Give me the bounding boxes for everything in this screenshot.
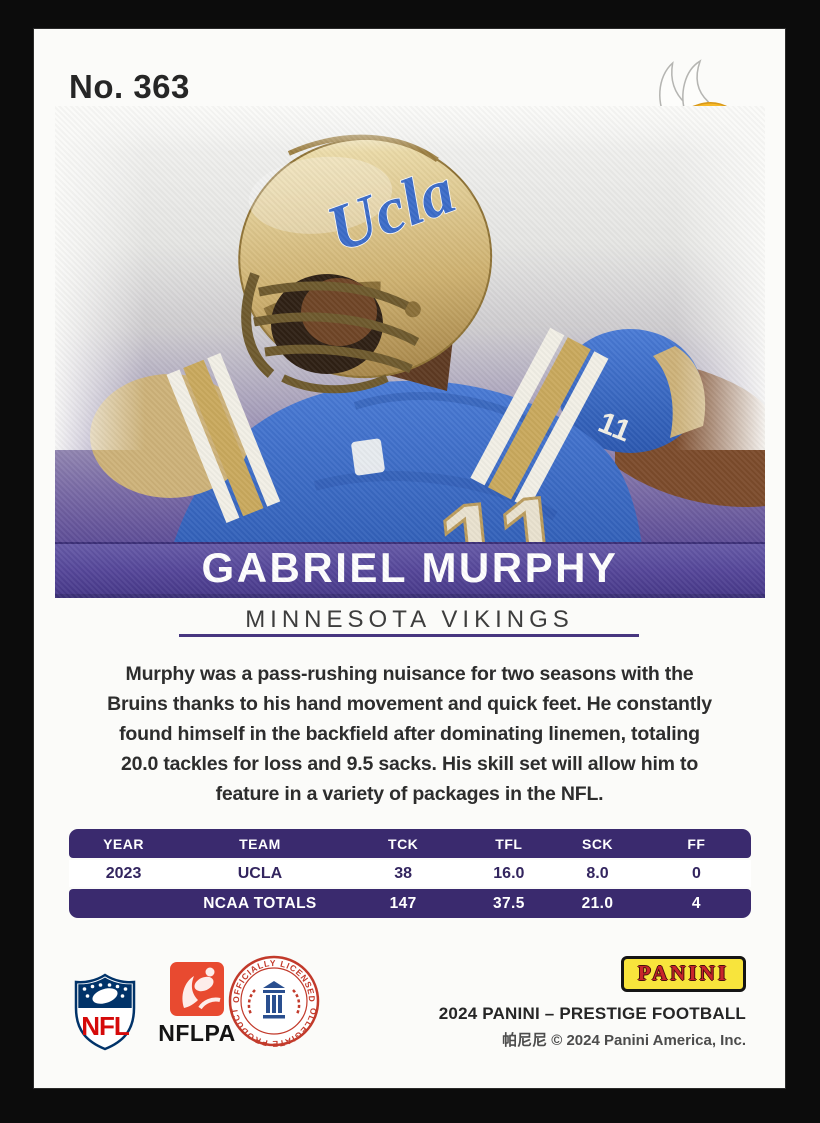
trading-card-back: No. 363 [33, 28, 786, 1089]
totals-year [69, 889, 179, 918]
cell-year: 2023 [69, 860, 179, 887]
nflpa-wordmark: NFLPA [158, 1020, 236, 1046]
cell-team: UCLA [178, 860, 342, 887]
col-header-tfl: TFL [464, 829, 554, 858]
photo-left-fade [55, 106, 145, 451]
totals-sck: 21.0 [553, 889, 642, 918]
card-number: No. 363 [69, 68, 190, 105]
stats-header-row: YEAR TEAM TCK TFL SCK FF [69, 829, 751, 858]
nfl-wordmark: NFL [81, 1011, 130, 1041]
stats-season-row: 2023 UCLA 38 16.0 8.0 0 [69, 860, 751, 887]
col-header-year: YEAR [69, 829, 179, 858]
player-name: GABRIEL MURPHY [201, 544, 619, 591]
team-underline-rule [179, 634, 639, 637]
player-name-banner: GABRIEL MURPHY [55, 542, 765, 598]
photo-top-fade [55, 106, 765, 152]
nflpa-logo: NFLPA [149, 962, 245, 1047]
cell-ff: 0 [641, 860, 751, 887]
right-shoulder-stripes [470, 327, 609, 509]
photo-right-fade [675, 106, 765, 451]
totals-tck: 147 [341, 889, 465, 918]
cell-tck: 38 [341, 860, 465, 887]
copyright-line: 帕尼尼 © 2024 Panini America, Inc. [502, 1032, 746, 1049]
cell-tfl: 16.0 [464, 860, 554, 887]
nflpa-icon [170, 962, 224, 1016]
team-name: MINNESOTA VIKINGS [245, 606, 574, 633]
totals-tfl: 37.5 [464, 889, 554, 918]
panini-logo: PANINI [620, 956, 746, 992]
stats-table: YEAR TEAM TCK TFL SCK FF 2023 UCLA 38 16… [69, 827, 751, 920]
totals-ff: 4 [641, 889, 751, 918]
collegiate-licensing-seal: OFFICIALLY LICENSED COLLEGIATE PRODUCTS [227, 954, 320, 1048]
footer-credits: PANINI 2024 PANINI – PRESTIGE FOOTBALL 帕… [326, 956, 746, 1050]
seal-column-emblem [263, 981, 285, 1019]
col-header-sck: SCK [553, 829, 642, 858]
stats-totals-row: NCAA TOTALS 147 37.5 21.0 4 [69, 889, 751, 918]
totals-label: NCAA TOTALS [178, 889, 342, 918]
col-header-tck: TCK [341, 829, 465, 858]
col-header-team: TEAM [178, 829, 342, 858]
nfl-shield-icon: NFL [74, 973, 136, 1051]
player-photo: Ucla Bruins 11 11 [55, 106, 765, 598]
panini-wordmark: PANINI [637, 961, 729, 985]
player-illustration: Ucla Bruins 11 11 [90, 134, 765, 598]
chest-patch [351, 438, 385, 476]
player-bio: Murphy was a pass-rushing nuisance for t… [107, 663, 712, 805]
col-header-ff: FF [641, 829, 751, 858]
player-facemask [241, 272, 420, 394]
cell-sck: 8.0 [553, 860, 642, 887]
product-line: 2024 PANINI – PRESTIGE FOOTBALL [438, 1004, 746, 1023]
